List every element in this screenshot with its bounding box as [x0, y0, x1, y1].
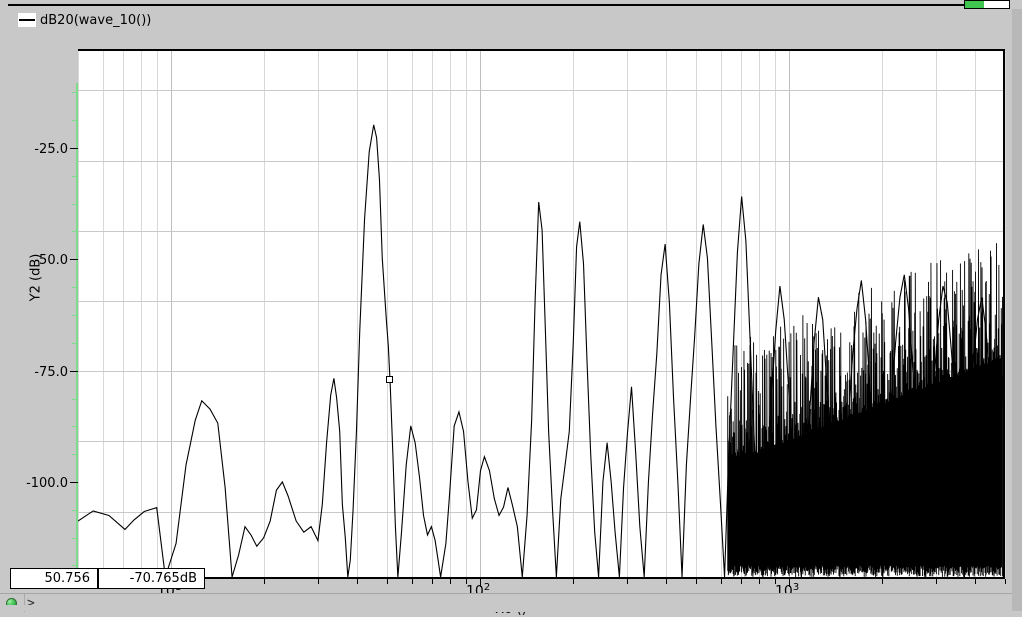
x-axis-tick — [975, 579, 977, 584]
progress-indicator — [964, 0, 1010, 9]
grid-line-vertical — [78, 51, 79, 577]
window-bottom-edge — [0, 605, 1012, 611]
grid-line-horizontal — [78, 511, 1003, 513]
grid-line-vertical — [666, 51, 668, 577]
y-axis-minor-tick — [72, 120, 78, 121]
grid-line-horizontal — [78, 371, 1003, 373]
x-axis-tick — [387, 579, 388, 584]
y-axis-tick — [70, 371, 79, 372]
grid-line-vertical-major — [171, 51, 172, 577]
y-axis-line — [76, 83, 79, 577]
x-axis-tick — [450, 579, 452, 584]
grid-line-horizontal — [78, 441, 1003, 443]
y-tick-label: -75.0 — [34, 365, 68, 380]
x-axis-tick — [882, 579, 883, 584]
waveform-trace — [78, 51, 1003, 577]
grid-line-vertical — [318, 51, 320, 577]
y-axis-tick — [70, 482, 79, 483]
y-axis-minor-tick — [72, 399, 78, 400]
y-axis-minor-tick — [72, 287, 78, 288]
y-axis-minor-tick — [72, 538, 78, 539]
y-axis-tick — [70, 259, 79, 260]
plot-container: -25.0 -50.0 -75.0 -100.0 Y2 (dB) — [0, 34, 1022, 617]
grid-line-vertical — [741, 51, 743, 577]
grid-line-vertical — [141, 51, 143, 577]
green-sphere-icon — [6, 597, 17, 609]
x-axis-tick — [480, 579, 481, 587]
grid-line-vertical — [411, 51, 413, 577]
x-axis-tick — [264, 579, 265, 584]
grid-line-vertical — [759, 51, 761, 577]
x-axis-tick — [720, 579, 722, 584]
marker-readout-group: 50.756 -70.765dB — [10, 568, 205, 589]
x-axis-tick — [741, 579, 743, 584]
legend[interactable]: dB20(wave_10()) — [18, 10, 151, 30]
y-axis-labels: -25.0 -50.0 -75.0 -100.0 — [0, 34, 68, 554]
y-axis-minor-tick — [72, 565, 78, 566]
x-axis-tick — [936, 579, 938, 584]
grid-line-vertical — [450, 51, 452, 577]
grid-line-vertical — [102, 51, 104, 577]
grid-line-vertical — [465, 51, 467, 577]
y-tick-label: -50.0 — [34, 253, 68, 268]
grid-line-horizontal — [78, 90, 1003, 92]
grid-line-vertical-major — [480, 51, 481, 577]
grid-line-vertical — [573, 51, 574, 577]
y-axis-minor-tick — [72, 176, 78, 177]
grid-line-vertical — [432, 51, 434, 577]
x-axis-tick — [465, 579, 467, 584]
top-toolbar-strip — [0, 0, 1022, 9]
x-axis-tick — [573, 579, 574, 584]
y-axis-minor-tick — [72, 315, 78, 316]
grid-line-vertical-major — [789, 51, 790, 577]
x-axis-tick — [759, 579, 761, 584]
grid-line-vertical — [123, 51, 125, 577]
grid-line-vertical — [156, 51, 158, 577]
command-bar-divider — [24, 594, 25, 612]
grid-line-vertical — [264, 51, 265, 577]
x-axis-tick — [696, 579, 697, 584]
command-prompt: > — [27, 595, 35, 611]
x-axis-line — [78, 577, 1005, 579]
x-axis-tick — [774, 579, 776, 584]
readout-y-value[interactable]: -70.765dB — [98, 568, 205, 589]
y-axis-minor-tick — [72, 204, 78, 205]
plot-area[interactable] — [78, 49, 1006, 577]
window-right-edge — [1012, 9, 1022, 611]
grid-line-vertical — [357, 51, 359, 577]
y-axis-minor-tick — [72, 343, 78, 344]
x-axis-tick — [789, 579, 790, 587]
y-axis-minor-tick — [72, 92, 78, 93]
readout-x-value[interactable]: 50.756 — [10, 568, 98, 589]
y-axis-minor-tick — [72, 510, 78, 511]
y-tick-label: -100.0 — [26, 476, 68, 491]
grid-line-horizontal — [78, 301, 1003, 302]
grid-line-vertical — [720, 51, 722, 577]
grid-line-vertical — [627, 51, 629, 577]
y-axis-title: Y2 (dB) — [28, 253, 44, 302]
x-axis-tick — [1005, 579, 1006, 584]
x-axis-tick — [318, 579, 320, 584]
legend-line-swatch-icon — [18, 13, 36, 27]
x-axis-tick — [411, 579, 413, 584]
y-axis-minor-tick — [72, 231, 78, 232]
grid-line-vertical — [774, 51, 776, 577]
progress-fill — [965, 1, 984, 8]
grid-line-vertical — [1005, 51, 1006, 577]
x-axis-tick — [432, 579, 434, 584]
x-axis-tick — [666, 579, 668, 584]
x-axis-tick — [357, 579, 359, 584]
grid-line-vertical — [387, 51, 388, 577]
y-axis-minor-tick — [72, 426, 78, 427]
y-tick-label: -25.0 — [34, 142, 68, 157]
cursor-marker[interactable] — [385, 375, 393, 383]
grid-line-horizontal — [78, 160, 1003, 162]
y-axis-tick — [70, 148, 79, 149]
toolbar-divider — [8, 4, 998, 6]
y-axis-minor-tick — [72, 454, 78, 455]
grid-line-horizontal — [78, 230, 1003, 232]
x-axis-tick — [627, 579, 629, 584]
legend-item-label: dB20(wave_10()) — [40, 12, 152, 28]
